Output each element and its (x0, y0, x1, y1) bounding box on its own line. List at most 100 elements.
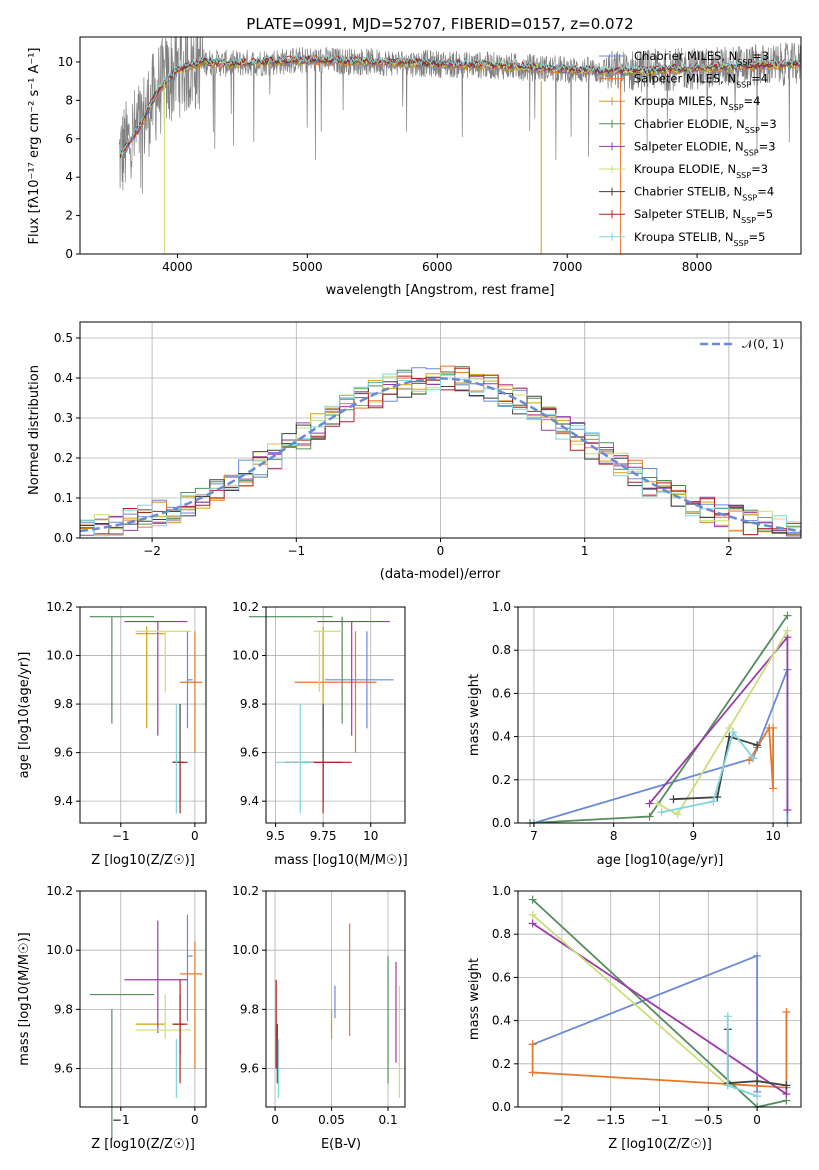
y-tick-label: 10.2 (46, 884, 73, 898)
mass-weight-line (531, 1012, 788, 1089)
y-tick-label: 0.5 (54, 331, 73, 345)
legend-label: Chabrier STELIB, NSSP=4 (634, 185, 774, 203)
x-tick-label: −2 (553, 1113, 571, 1127)
x-tick-label: 8 (610, 829, 618, 843)
residual-histogram (80, 376, 801, 535)
mass-weight-vs-Z-xlabel: Z [log10(Z/Z☉)] (608, 1137, 712, 1152)
x-tick-label: 0 (753, 1113, 761, 1127)
y-tick-label: 9.8 (240, 697, 259, 711)
mass-weight-vs-age-ylabel: mass weight (467, 674, 482, 756)
x-tick-label: 0 (191, 829, 199, 843)
y-tick-label: 9.4 (54, 794, 73, 808)
x-tick-label: 0.1 (379, 1113, 398, 1127)
y-tick-label: 9.6 (54, 1062, 73, 1076)
y-tick-label: 4 (65, 170, 73, 184)
axes-frame (79, 606, 207, 824)
y-tick-label: 10.0 (46, 943, 73, 957)
y-tick-label: 9.6 (240, 1062, 259, 1076)
mass-vs-Z-ylabel: mass [log10(M/M☉)] (17, 932, 32, 1065)
axes-frame (79, 890, 207, 1108)
x-tick-label: 8000 (682, 260, 713, 274)
x-tick-label: 6000 (422, 260, 453, 274)
legend-label: Salpeter ELODIE, NSSP=3 (634, 139, 776, 157)
x-tick-label: 5000 (292, 260, 323, 274)
y-tick-label: 10.2 (232, 884, 259, 898)
y-tick-label: 0.6 (492, 970, 511, 984)
age-vs-mass-xlabel: mass [log10(M/M☉)] (274, 853, 407, 868)
age-vs-Z-xlabel: Z [log10(Z/Z☉)] (91, 853, 195, 868)
x-tick-label: 9.75 (310, 829, 337, 843)
y-tick-label: 0 (65, 247, 73, 261)
x-tick-label: 0 (271, 1113, 279, 1127)
y-tick-label: 10.0 (232, 649, 259, 663)
legend-label: Salpeter STELIB, NSSP=5 (634, 207, 773, 225)
mass-weight-line (532, 954, 758, 1092)
y-tick-label: 10.2 (232, 600, 259, 614)
gaussian-legend-label: 𝒩(0, 1) (742, 337, 784, 351)
x-tick-label: 1 (581, 544, 589, 558)
mass-weight-line (661, 730, 754, 814)
x-tick-label: 0 (191, 1113, 199, 1127)
x-tick-label: −1 (287, 544, 305, 558)
y-tick-label: 10.2 (46, 600, 73, 614)
x-tick-label: −1 (112, 829, 130, 843)
gaussian-curve (79, 377, 802, 533)
x-tick-label: −1 (651, 1113, 669, 1127)
legend-label: Kroupa STELIB, NSSP=5 (634, 230, 765, 248)
y-tick-label: 8 (65, 93, 73, 107)
x-tick-label: 0.05 (318, 1113, 345, 1127)
mass-weight-vs-Z-ylabel: mass weight (467, 958, 482, 1040)
y-tick-label: 0.8 (492, 927, 511, 941)
residuals-xlabel: (data-model)/error (380, 567, 501, 582)
axes-frame (265, 606, 406, 824)
residual-histogram (80, 373, 801, 537)
y-tick-label: 9.6 (54, 746, 73, 760)
x-tick-label: −2 (143, 544, 161, 558)
x-tick-label: −1 (112, 1113, 130, 1127)
x-tick-label: 2 (725, 544, 733, 558)
x-tick-label: 7 (530, 829, 538, 843)
x-tick-label: 9 (690, 829, 698, 843)
x-tick-label: 10 (363, 829, 378, 843)
y-tick-label: 0.4 (492, 730, 511, 744)
y-tick-label: 1.0 (492, 600, 511, 614)
spectrum-title: PLATE=0991, MJD=52707, FIBERID=0157, z=0… (246, 15, 633, 33)
y-tick-label: 0.2 (492, 773, 511, 787)
age-vs-Z-ylabel: age [log10(age/yr)] (17, 652, 32, 779)
y-tick-label: 10.0 (46, 649, 73, 663)
y-tick-label: 0.3 (54, 411, 73, 425)
axes-frame (517, 606, 802, 824)
observed-spectrum (118, 37, 801, 194)
x-tick-label: 9.5 (266, 829, 285, 843)
spectrum-ylabel: Flux [fλ10⁻¹⁷ erg cm⁻² s⁻¹ A⁻¹] (27, 48, 42, 245)
legend-label: Chabrier MILES, NSSP=3 (634, 49, 769, 67)
y-tick-label: 1.0 (492, 884, 511, 898)
axes-frame (79, 36, 802, 255)
y-tick-label: 6 (65, 132, 73, 146)
y-tick-label: 9.8 (240, 1002, 259, 1016)
y-tick-label: 0.0 (492, 816, 511, 830)
mass-vs-ebv-xlabel: E(B-V) (321, 1137, 361, 1152)
y-tick-label: 2 (65, 209, 73, 223)
y-tick-label: 0.0 (54, 531, 73, 545)
residuals-ylabel: Normed distribution (27, 365, 42, 495)
axes-frame (265, 890, 406, 1108)
y-tick-label: 9.4 (240, 794, 259, 808)
mass-vs-Z-xlabel: Z [log10(Z/Z☉)] (91, 1137, 195, 1152)
legend-label: Kroupa ELODIE, NSSP=3 (634, 162, 768, 180)
mass-weight-line (657, 630, 789, 816)
y-tick-label: 9.8 (54, 1002, 73, 1016)
y-tick-label: 10 (58, 55, 73, 69)
y-tick-label: 0.4 (54, 371, 73, 385)
y-tick-label: 0.6 (492, 686, 511, 700)
y-tick-label: 0.2 (492, 1057, 511, 1071)
y-tick-label: 9.8 (54, 697, 73, 711)
x-tick-label: −1.5 (596, 1113, 625, 1127)
y-tick-label: 0.0 (492, 1100, 511, 1114)
x-tick-label: 0 (437, 544, 445, 558)
y-tick-label: 10.0 (232, 943, 259, 957)
mass-weight-line (748, 725, 774, 789)
x-tick-label: 7000 (552, 260, 583, 274)
mass-weight-line (532, 914, 758, 1098)
